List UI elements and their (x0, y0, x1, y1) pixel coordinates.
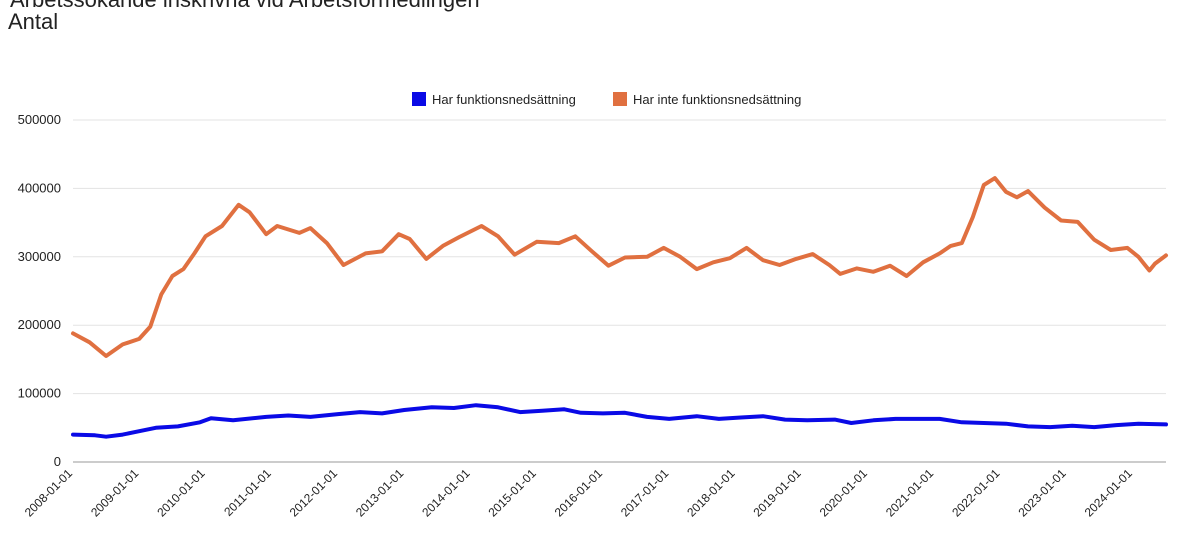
x-tick-label: 2014-01-01 (419, 466, 473, 520)
y-axis-ticks: 0 100000 200000 300000 400000 500000 (18, 112, 61, 469)
x-tick-label: 2022-01-01 (949, 466, 1003, 520)
series-line-1 (71, 403, 1168, 439)
y-tick-label: 0 (54, 454, 61, 469)
legend-label: Har funktionsnedsättning (432, 92, 576, 107)
chart-title: Arbetssökande inskrivna vid Arbetsförmed… (10, 0, 480, 13)
x-tick-label: 2021-01-01 (883, 466, 937, 520)
legend-swatch (613, 92, 627, 106)
x-tick-label: 2012-01-01 (287, 466, 341, 520)
x-tick-label: 2008-01-01 (22, 466, 76, 520)
x-tick-label: 2023-01-01 (1015, 466, 1069, 520)
x-tick-label: 2019-01-01 (750, 466, 804, 520)
y-tick-label: 200000 (18, 317, 61, 332)
y-tick-label: 500000 (18, 112, 61, 127)
legend-swatch (412, 92, 426, 106)
x-tick-label: 2011-01-01 (221, 466, 274, 519)
x-axis-ticks: 2008-01-01 2009-01-01 2010-01-01 2011-01-01… (22, 466, 1135, 520)
series-line-2 (71, 176, 1168, 358)
y-tick-label: 100000 (18, 386, 61, 401)
x-tick-label: 2009-01-01 (88, 466, 142, 520)
legend-label: Har inte funktionsnedsättning (633, 92, 801, 107)
x-tick-label: 2016-01-01 (552, 466, 606, 520)
x-tick-label: 2018-01-01 (684, 466, 738, 520)
chart-subtitle: Antal (8, 9, 59, 34)
x-tick-label: 2013-01-01 (353, 466, 407, 520)
series-lines (71, 176, 1168, 439)
x-tick-label: 2024-01-01 (1082, 466, 1136, 520)
y-tick-label: 400000 (18, 180, 61, 195)
grid-lines (73, 119, 1166, 463)
y-tick-label: 300000 (18, 249, 61, 264)
legend: Har funktionsnedsättning Har inte funktio… (412, 92, 801, 107)
x-tick-label: 2010-01-01 (154, 466, 208, 520)
x-tick-label: 2020-01-01 (817, 466, 871, 520)
x-tick-label: 2015-01-01 (486, 466, 540, 520)
x-tick-label: 2017-01-01 (618, 466, 672, 520)
